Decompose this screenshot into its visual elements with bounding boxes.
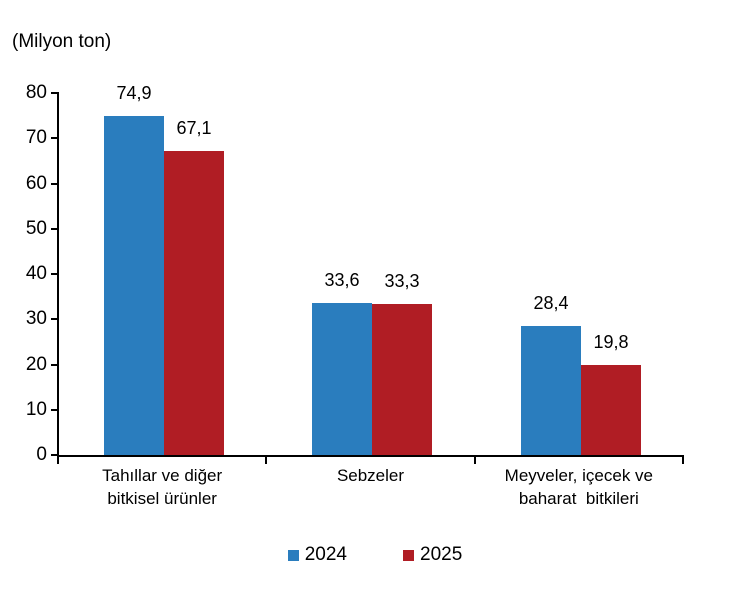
legend-item-2025: 2025: [403, 544, 462, 566]
x-axis-line: [57, 455, 684, 457]
y-tick-label-20: 20: [25, 353, 47, 375]
bar-2024-group-0: [104, 116, 164, 455]
x-tick-mark-0: [57, 455, 59, 464]
y-tick-mark-30: [51, 318, 58, 321]
category-label-line: Sebzeler: [336, 466, 405, 485]
y-tick-mark-60: [51, 182, 58, 185]
legend-item-2024: 2024: [287, 544, 347, 566]
category-label-2: Meyveler, içecek ve baharat bitkileri: [464, 464, 694, 510]
y-tick-mark-80: [51, 92, 58, 94]
x-tick-mark-3: [682, 455, 684, 464]
y-axis-line: [57, 92, 59, 457]
bar-2025-group-0: [164, 151, 224, 455]
category-label-line: Tahıllar ve diğer: [102, 466, 223, 485]
category-label-0: Tahıllar ve diğer bitkisel ürünler: [47, 464, 277, 510]
y-tick-mark-10: [51, 408, 58, 411]
category-label-1: Sebzeler: [256, 464, 486, 487]
x-tick-mark-2: [474, 455, 476, 464]
y-tick-mark-0: [51, 454, 58, 456]
category-label-line: bitkisel ürünler: [107, 489, 217, 508]
value-label-2025-group-1: 33,3: [384, 271, 420, 291]
bar-2024-group-1: [312, 303, 372, 455]
value-label-2024-group-0: 74,9: [116, 83, 152, 103]
y-tick-mark-20: [51, 363, 58, 366]
y-tick-label-30: 30: [25, 308, 47, 330]
y-tick-label-10: 10: [25, 398, 47, 420]
value-label-2025-group-2: 19,8: [593, 332, 629, 352]
x-tick-mark-1: [265, 455, 267, 464]
y-tick-label-70: 70: [25, 127, 47, 149]
legend-label: 2024: [304, 544, 347, 565]
value-label-2024-group-2: 28,4: [533, 293, 569, 313]
y-tick-label-80: 80: [25, 82, 47, 103]
value-label-2024-group-1: 33,6: [324, 270, 360, 290]
axis-unit-label: (Milyon ton): [12, 31, 112, 52]
value-label-2025-group-0: 67,1: [176, 118, 212, 138]
bar-2025-group-1: [372, 304, 432, 455]
y-tick-label-0: 0: [36, 444, 47, 465]
y-tick-label-60: 60: [25, 172, 47, 194]
y-tick-mark-40: [51, 273, 58, 275]
y-tick-mark-70: [51, 137, 58, 140]
legend-swatch-2024: [287, 549, 299, 561]
legend-swatch-2025: [403, 549, 414, 561]
legend: 2024 2025: [0, 544, 750, 566]
bar-2025-group-2: [581, 365, 641, 455]
category-label-line: baharat bitkileri: [518, 489, 639, 508]
category-label-line: Meyveler, içecek ve: [504, 466, 653, 485]
legend-label: 2025: [420, 544, 463, 565]
y-tick-label-50: 50: [25, 217, 47, 239]
y-tick-label-40: 40: [25, 263, 47, 284]
bar-2024-group-2: [521, 326, 581, 455]
y-tick-mark-50: [51, 227, 58, 230]
